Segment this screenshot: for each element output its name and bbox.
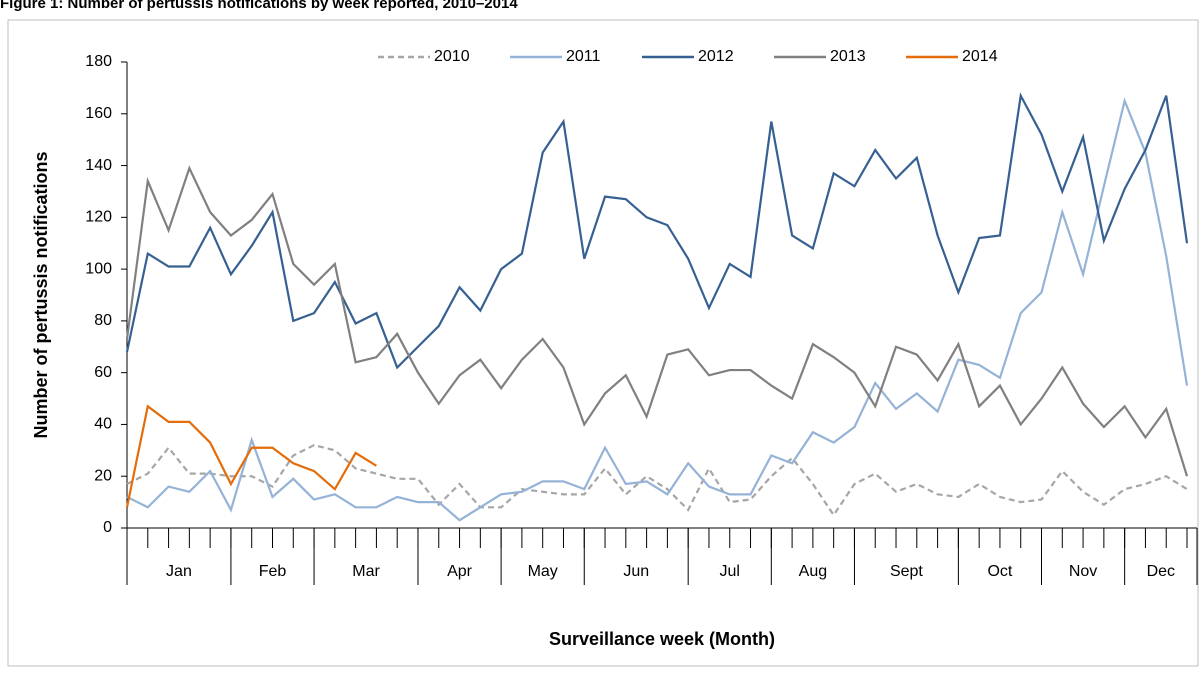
chart-frame [7,19,1199,667]
legend-label: 2012 [698,48,734,65]
y-tick-label: 180 [85,53,112,70]
x-tick-label: Oct [987,563,1012,580]
legend-label: 2011 [566,48,601,65]
x-tick-label: Jan [166,563,192,580]
y-tick-label: 120 [85,209,112,226]
series-line [126,443,1188,518]
x-tick-label: Apr [447,563,473,580]
x-tick-label: Jul [720,563,740,580]
x-tick-label: Nov [1069,563,1097,580]
series-line [125,92,1189,370]
chart-title: Figure 1: Number of pertussis notificati… [0,0,518,12]
series-line [126,97,1189,522]
series-line [125,165,1189,477]
x-tick-label: Aug [799,563,827,580]
y-tick-label: 140 [85,157,112,174]
legend-label: 2014 [962,48,998,65]
y-tick-label: 100 [85,260,112,277]
x-tick-label: Dec [1147,563,1175,580]
y-tick-label: 20 [94,467,112,484]
y-tick-label: 160 [85,105,112,122]
legend-label: 2013 [830,48,866,65]
y-tick-label: 40 [94,416,112,433]
legend-label: 2010 [434,48,470,65]
x-tick-label: Jun [623,563,649,580]
x-tick-label: Sept [890,563,923,580]
y-tick-label: 60 [94,364,112,381]
x-tick-label: May [528,563,558,580]
x-axis-title: Surveillance week (Month) [549,629,775,649]
y-axis-title: Number of pertussis notifications [31,151,51,438]
x-tick-label: Feb [259,563,287,580]
y-tick-label: 0 [103,519,112,536]
x-tick-label: Mar [352,563,380,580]
series-line [125,404,377,508]
y-tick-label: 80 [94,312,112,329]
